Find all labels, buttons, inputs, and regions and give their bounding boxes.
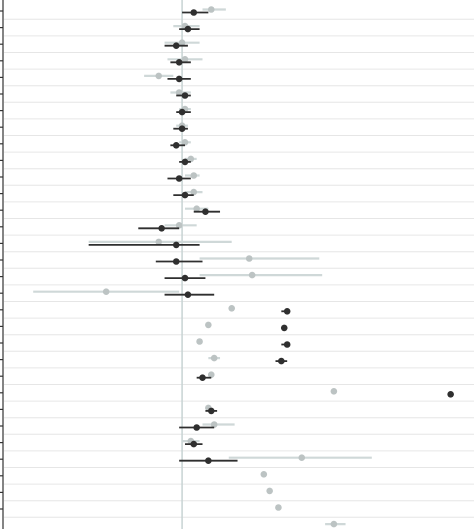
point-estimate (199, 374, 206, 382)
point-estimate (155, 72, 163, 80)
point-estimate (447, 391, 454, 398)
marks-layer (33, 6, 454, 528)
point-estimate (178, 108, 186, 116)
point-estimate (205, 457, 212, 465)
point-estimate (202, 208, 209, 215)
point-estimate (181, 139, 189, 146)
point-estimate (175, 59, 183, 66)
point-estimate (205, 321, 212, 329)
point-estimate (280, 324, 288, 332)
point-estimate (172, 241, 180, 249)
point-estimate (330, 388, 338, 395)
point-estimate (175, 89, 183, 96)
point-estimate (155, 238, 163, 246)
point-estimate (181, 92, 189, 99)
point-estimate (175, 222, 183, 229)
point-estimate (172, 42, 180, 49)
point-estimate (245, 255, 253, 262)
point-estimate (298, 454, 306, 462)
point-estimate (190, 440, 198, 448)
point-estimate (102, 288, 110, 296)
point-estimate (184, 291, 192, 299)
point-estimate (158, 225, 165, 232)
point-estimate (175, 75, 183, 83)
point-estimate (175, 175, 183, 182)
point-estimate (266, 487, 273, 495)
point-estimate (187, 155, 195, 163)
point-estimate (278, 357, 285, 365)
point-estimate (207, 371, 215, 379)
point-estimate (172, 258, 180, 265)
point-estimate (207, 6, 215, 13)
point-estimate (178, 125, 186, 132)
point-estimate (196, 338, 203, 345)
point-estimate (190, 172, 198, 179)
point-estimate (207, 407, 215, 415)
point-estimate (181, 191, 189, 199)
point-estimate (210, 421, 218, 428)
point-estimate (190, 9, 198, 16)
point-estimate (181, 158, 189, 166)
point-estimate (283, 308, 291, 315)
point-estimate (228, 305, 236, 312)
point-estimate (193, 205, 200, 212)
point-estimate (260, 471, 268, 478)
point-estimate (184, 25, 192, 33)
point-estimate (248, 271, 256, 279)
point-estimate (210, 354, 218, 362)
point-estimate (178, 39, 186, 46)
point-estimate (172, 142, 180, 149)
point-estimate (330, 520, 338, 528)
point-estimate (190, 188, 198, 196)
point-estimate (181, 274, 189, 282)
point-estimate (275, 504, 282, 511)
point-estimate (283, 341, 291, 348)
grid-layer (4, 18, 474, 518)
point-estimate (181, 56, 189, 63)
point-estimate (193, 424, 200, 431)
